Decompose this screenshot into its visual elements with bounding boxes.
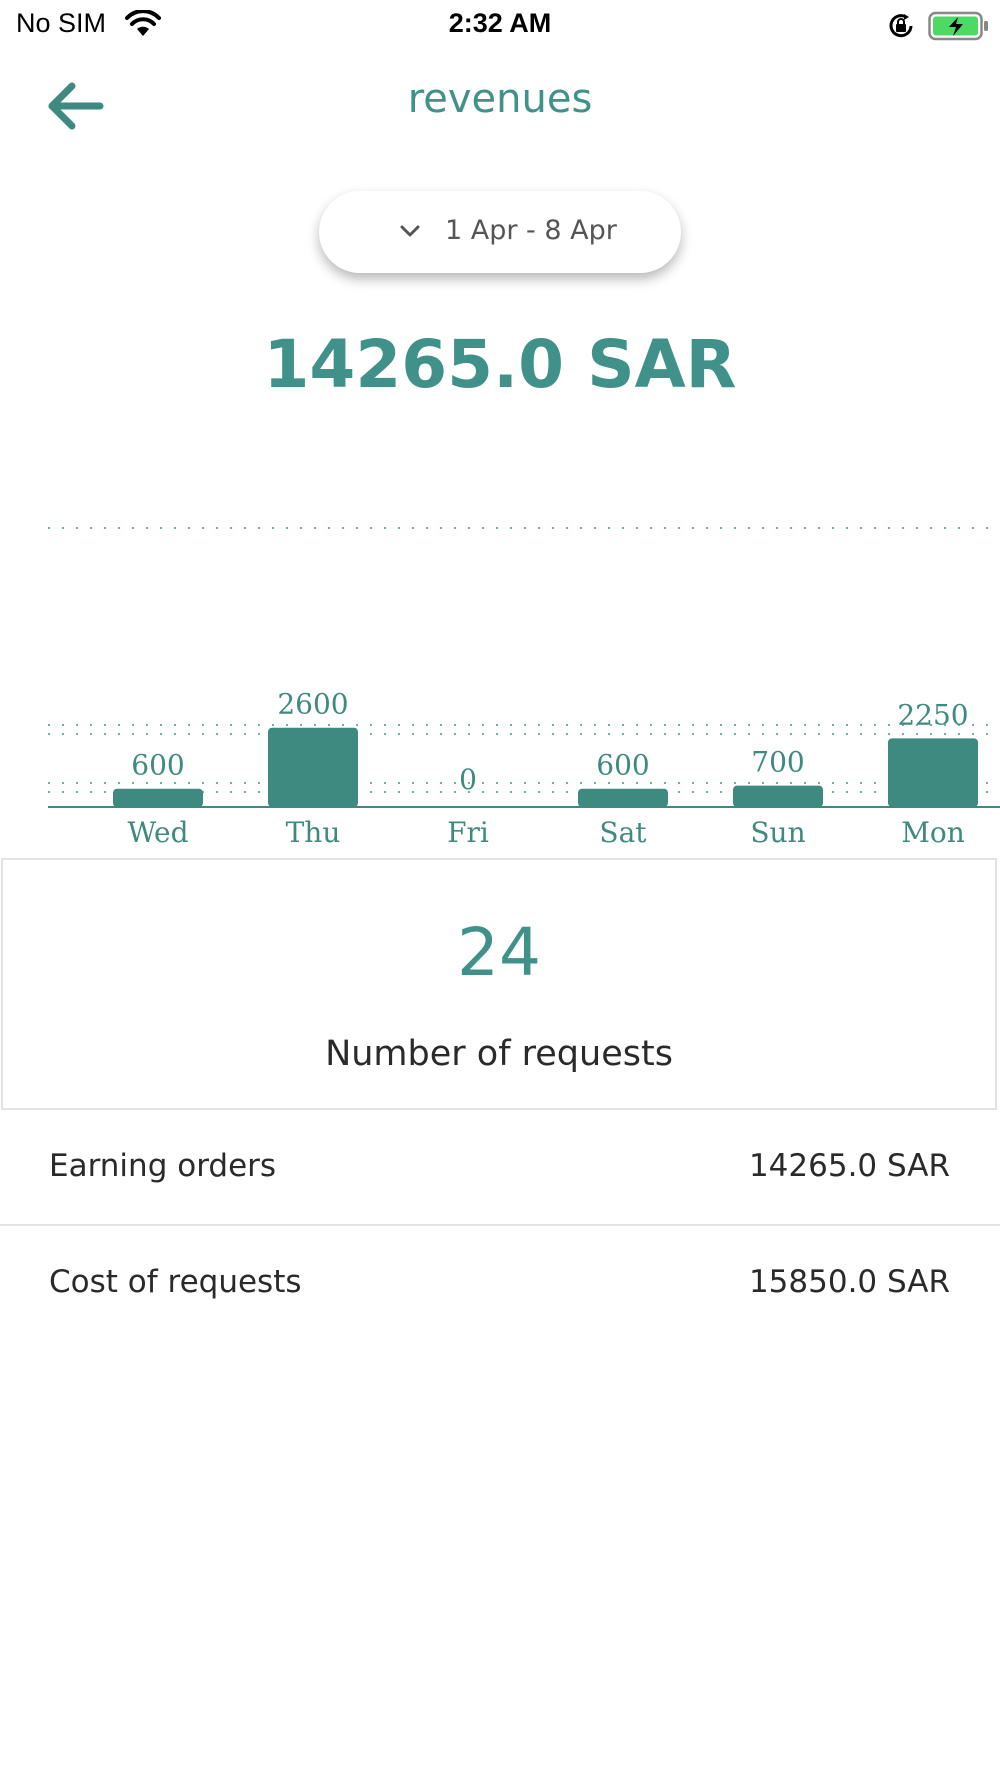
earning-orders-label: Earning orders: [49, 1148, 277, 1184]
chart-bar: [578, 788, 668, 807]
chart-x-tick-label: Sun: [750, 816, 805, 849]
battery-charging-icon: [928, 11, 990, 45]
earning-orders-value: 14265.0 SAR: [748, 1148, 950, 1184]
back-button[interactable]: [44, 78, 108, 134]
chevron-down-icon: [399, 223, 421, 243]
chart-value-label: 600: [131, 749, 184, 782]
page-title: revenues: [407, 76, 593, 122]
chart-bar: [113, 788, 203, 807]
chart-value-label: 600: [596, 749, 649, 782]
revenue-chart-svg: 600 Wed 2600 Thu 0 Fri 600 Sat 700 Sun 2250 Mon: [48, 527, 1000, 849]
date-range-dropdown[interactable]: 1 Apr - 8 Apr: [319, 191, 681, 273]
chart-bar: [268, 727, 358, 807]
total-revenue-amount: 14265.0 SAR: [263, 326, 737, 403]
revenue-bar-chart: 600 Wed 2600 Thu 0 Fri 600 Sat 700 Sun 2250 Mon: [0, 480, 1000, 850]
cost-of-requests-label: Cost of requests: [49, 1264, 302, 1300]
chart-value-label: 700: [751, 746, 804, 779]
chart-value-label: 0: [459, 763, 477, 796]
carrier-label: No SIM: [16, 8, 107, 38]
cost-of-requests-value: 15850.0 SAR: [748, 1264, 950, 1300]
arrow-left-icon: [44, 82, 108, 138]
chart-value-label: 2600: [277, 688, 348, 721]
clock-time: 2:32 AM: [448, 8, 552, 38]
chart-x-tick-label: Fri: [447, 816, 489, 849]
requests-count: 24: [457, 914, 541, 991]
navigation-bar: revenues: [0, 60, 1000, 150]
chart-x-tick-label: Thu: [286, 816, 341, 849]
chart-x-tick-label: Sat: [599, 816, 647, 849]
wifi-icon: [124, 9, 162, 42]
chart-value-label: 2250: [897, 698, 968, 731]
chart-x-tick-label: Wed: [128, 816, 189, 849]
status-bar: No SIM 2:32 AM: [0, 0, 1000, 52]
chart-x-tick-label: Mon: [901, 816, 965, 849]
chart-bar: [888, 738, 978, 807]
requests-label: Number of requests: [325, 1034, 673, 1074]
earning-orders-row: Earning orders 14265.0 SAR: [0, 1112, 1000, 1226]
cost-of-requests-row: Cost of requests 15850.0 SAR: [0, 1228, 1000, 1340]
chart-bar: [733, 785, 823, 807]
requests-card: 24 Number of requests: [1, 858, 997, 1110]
orientation-lock-icon: [886, 11, 916, 45]
date-range-label: 1 Apr - 8 Apr: [445, 215, 617, 246]
